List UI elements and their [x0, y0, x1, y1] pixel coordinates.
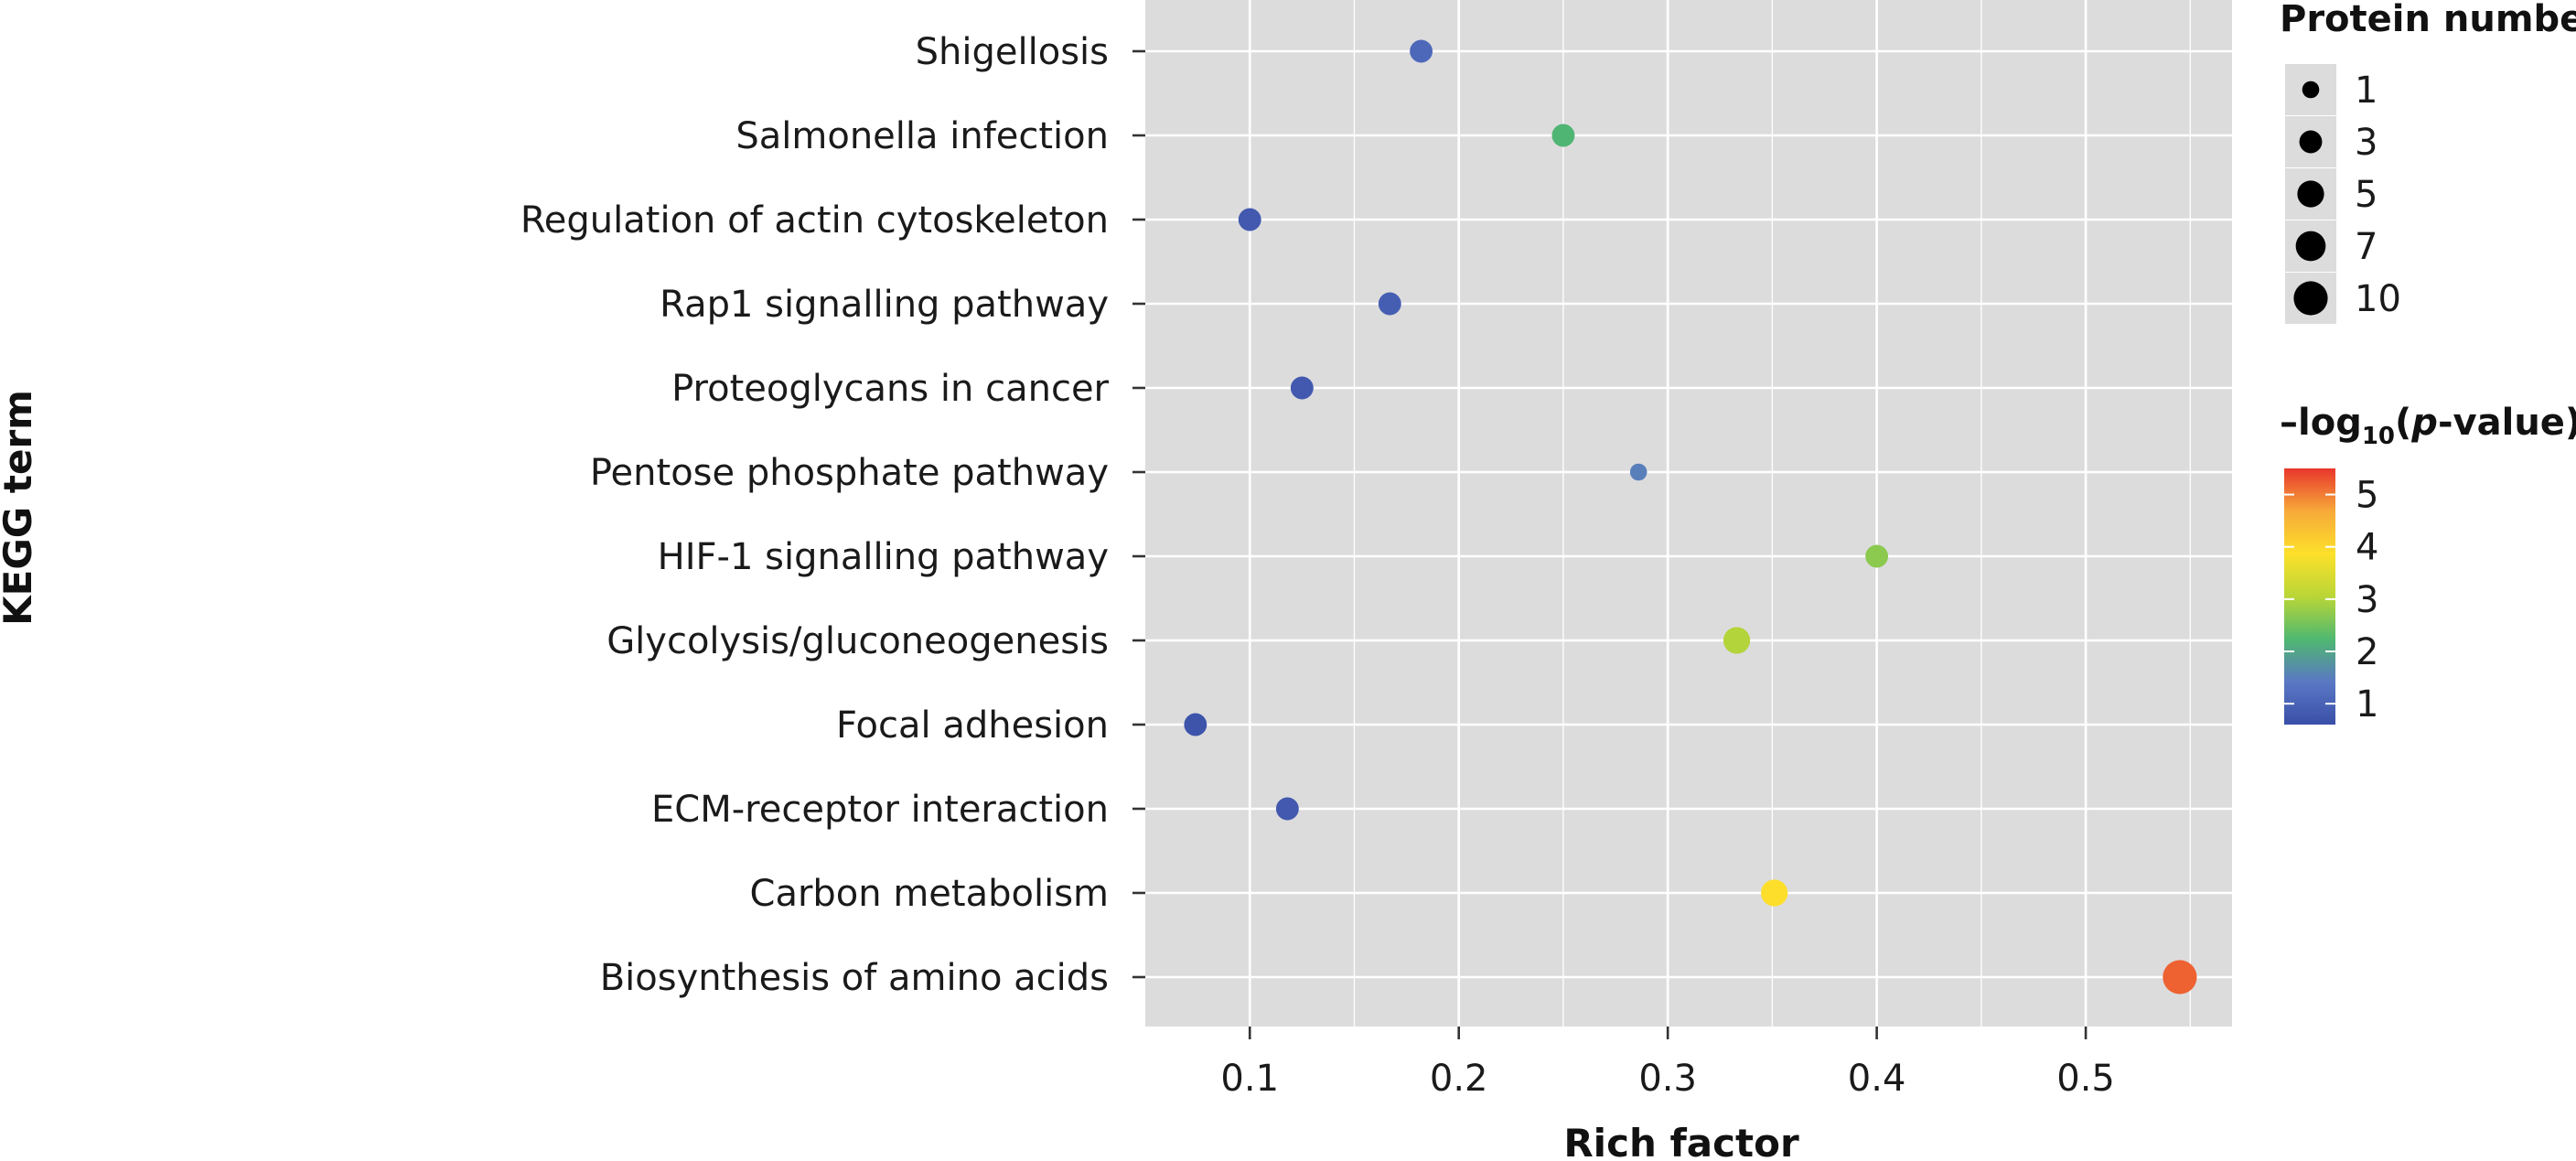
data-point	[1551, 124, 1575, 147]
x-tick-label: 0.2	[1430, 1058, 1488, 1100]
y-tick-label: Focal adhesion	[836, 704, 1109, 747]
x-axis-title: Rich factor	[1563, 1121, 1799, 1161]
x-axis: 0.1 0.2 0.3 0.4 0.5	[1220, 1027, 2115, 1100]
size-legend-label: 10	[2355, 278, 2401, 320]
color-legend-title-subscript: 10	[2362, 423, 2395, 450]
size-legend-label: 5	[2355, 174, 2377, 216]
colorbar-tick-label: 5	[2356, 475, 2378, 517]
size-legend-title: Protein number	[2280, 0, 2576, 40]
colorbar-tick-label: 2	[2356, 631, 2378, 673]
x-tick-label: 0.3	[1638, 1058, 1697, 1100]
size-legend-label: 7	[2355, 226, 2377, 268]
data-point	[2163, 960, 2197, 994]
data-point	[1290, 376, 1314, 400]
data-point	[1378, 292, 1401, 316]
size-legend-swatch	[2299, 130, 2323, 154]
colorbar-tick-label: 3	[2356, 579, 2378, 621]
size-legend-swatch	[2302, 81, 2320, 99]
grid-lines	[1145, 0, 2232, 1027]
colorbar-tick-label: 4	[2356, 527, 2378, 569]
color-legend-title: –log10(p-value)	[2280, 402, 2576, 450]
data-point	[1723, 627, 1751, 654]
data-point	[1410, 39, 1433, 63]
size-legend: Protein number 1 3 5 7 10	[2280, 0, 2576, 324]
y-tick-label: Glycolysis/gluconeogenesis	[606, 620, 1109, 662]
y-tick-label: Proteoglycans in cancer	[671, 368, 1109, 410]
data-point	[1865, 544, 1889, 568]
color-legend: –log10(p-value) 1 2 3 4 5	[2280, 402, 2576, 726]
plot-background	[1145, 0, 2232, 1027]
data-points	[1184, 39, 2197, 994]
y-tick-label: Regulation of actin cytoskeleton	[521, 199, 1109, 242]
y-tick-label: Biosynthesis of amino acids	[600, 957, 1109, 999]
y-tick-label: Carbon metabolism	[750, 873, 1109, 915]
y-tick-label: Salmonella infection	[735, 115, 1109, 157]
size-legend-swatch	[2293, 281, 2328, 316]
data-point	[1629, 463, 1648, 481]
color-legend-title-open: (	[2395, 402, 2411, 444]
plot-panel	[1145, 0, 2232, 1027]
x-tick-label: 0.1	[1220, 1058, 1279, 1100]
color-legend-title-prefix: –log	[2280, 402, 2362, 444]
data-point	[1275, 797, 1299, 821]
y-tick-label: Shigellosis	[916, 31, 1109, 73]
size-legend-label: 3	[2355, 122, 2377, 164]
y-tick-label: ECM-receptor interaction	[651, 789, 1109, 831]
data-point	[1238, 208, 1261, 231]
color-legend-title-italic: p	[2410, 402, 2438, 444]
y-tick-label: Rap1 signalling pathway	[660, 284, 1109, 326]
data-point	[1184, 713, 1208, 736]
y-tick-label: Pentose phosphate pathway	[590, 452, 1109, 494]
y-axis: Shigellosis Salmonella infection Regulatio…	[521, 31, 1145, 999]
size-legend-swatch	[2297, 180, 2324, 208]
y-tick-label: HIF-1 signalling pathway	[658, 536, 1109, 578]
color-legend-colorbar	[2284, 468, 2335, 725]
x-tick-label: 0.5	[2056, 1058, 2115, 1100]
colorbar-tick-label: 1	[2356, 683, 2378, 726]
x-tick-label: 0.4	[1848, 1058, 1906, 1100]
color-legend-title-suffix: -value)	[2438, 402, 2576, 444]
data-point	[1761, 879, 1788, 907]
y-axis-title: KEGG term	[0, 390, 40, 626]
size-legend-label: 1	[2355, 70, 2377, 112]
size-legend-swatch	[2295, 231, 2326, 262]
